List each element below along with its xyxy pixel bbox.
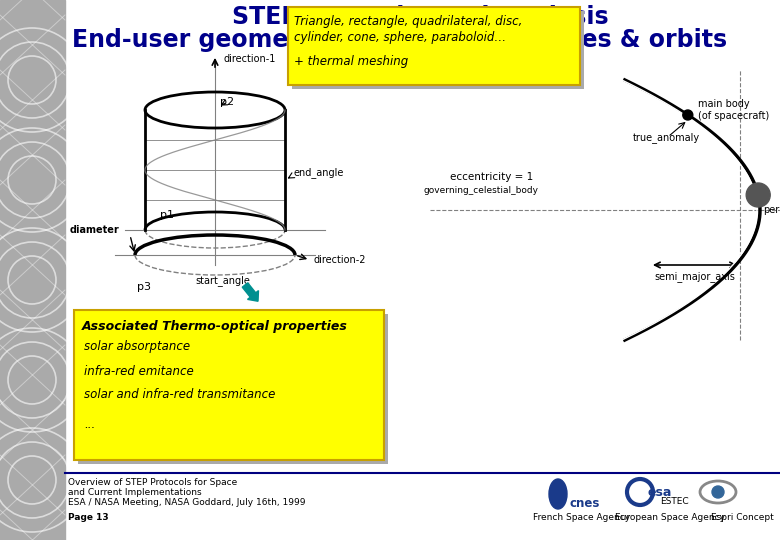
Text: Associated Thermo-optical properties: Associated Thermo-optical properties bbox=[82, 320, 348, 333]
Text: diameter: diameter bbox=[70, 225, 120, 235]
Circle shape bbox=[712, 486, 724, 498]
Text: Triangle, rectangle, quadrilateral, disc,: Triangle, rectangle, quadrilateral, disc… bbox=[294, 15, 523, 28]
Text: Espri Concept: Espri Concept bbox=[711, 513, 774, 522]
FancyBboxPatch shape bbox=[288, 7, 580, 85]
Text: cnes: cnes bbox=[570, 497, 601, 510]
Text: infra-red emitance: infra-red emitance bbox=[84, 365, 193, 378]
Text: Overview of STEP Protocols for Space: Overview of STEP Protocols for Space bbox=[68, 478, 237, 487]
Text: cylinder, cone, sphere, paraboloid…: cylinder, cone, sphere, paraboloid… bbox=[294, 31, 506, 44]
Text: eccentricity = 1: eccentricity = 1 bbox=[450, 172, 534, 182]
Text: periapsis: periapsis bbox=[763, 205, 780, 215]
Text: end_angle: end_angle bbox=[293, 167, 343, 178]
Text: governing_celestial_body: governing_celestial_body bbox=[423, 186, 538, 195]
Text: + thermal meshing: + thermal meshing bbox=[294, 55, 408, 68]
FancyBboxPatch shape bbox=[78, 314, 388, 464]
Text: solar absorptance: solar absorptance bbox=[84, 340, 190, 353]
Text: p2: p2 bbox=[220, 97, 234, 107]
FancyBboxPatch shape bbox=[74, 310, 384, 460]
Text: ESA / NASA Meeting, NASA Goddard, July 16th, 1999: ESA / NASA Meeting, NASA Goddard, July 1… bbox=[68, 498, 306, 507]
Text: (of spacecraft): (of spacecraft) bbox=[698, 111, 769, 121]
Text: esa: esa bbox=[648, 486, 672, 499]
FancyBboxPatch shape bbox=[292, 11, 584, 89]
Text: End-user geometry, meshing, properties & orbits: End-user geometry, meshing, properties &… bbox=[73, 28, 728, 52]
Text: start_angle: start_angle bbox=[195, 275, 250, 286]
Circle shape bbox=[682, 110, 693, 120]
FancyArrow shape bbox=[243, 283, 258, 301]
Text: p3: p3 bbox=[137, 282, 151, 292]
Bar bbox=[0, 0, 65, 540]
Text: true_anomaly: true_anomaly bbox=[633, 132, 700, 143]
Text: direction-2: direction-2 bbox=[313, 255, 366, 265]
Text: ESTEC: ESTEC bbox=[660, 497, 689, 506]
Text: semi_major_axis: semi_major_axis bbox=[654, 271, 736, 282]
Text: French Space Agency: French Space Agency bbox=[534, 513, 630, 522]
Text: ...: ... bbox=[84, 418, 95, 431]
Text: main body: main body bbox=[698, 99, 750, 109]
Text: European Space Agency: European Space Agency bbox=[615, 513, 725, 522]
Circle shape bbox=[746, 183, 770, 207]
Text: direction-1: direction-1 bbox=[223, 54, 275, 64]
Ellipse shape bbox=[549, 479, 567, 509]
Text: solar and infra-red transmitance: solar and infra-red transmitance bbox=[84, 388, 275, 401]
Text: Page 13: Page 13 bbox=[68, 513, 108, 522]
Text: STEP-TAS : Thermal Analysis: STEP-TAS : Thermal Analysis bbox=[232, 5, 608, 29]
Text: p1: p1 bbox=[160, 210, 174, 220]
Text: and Current Implementations: and Current Implementations bbox=[68, 488, 201, 497]
